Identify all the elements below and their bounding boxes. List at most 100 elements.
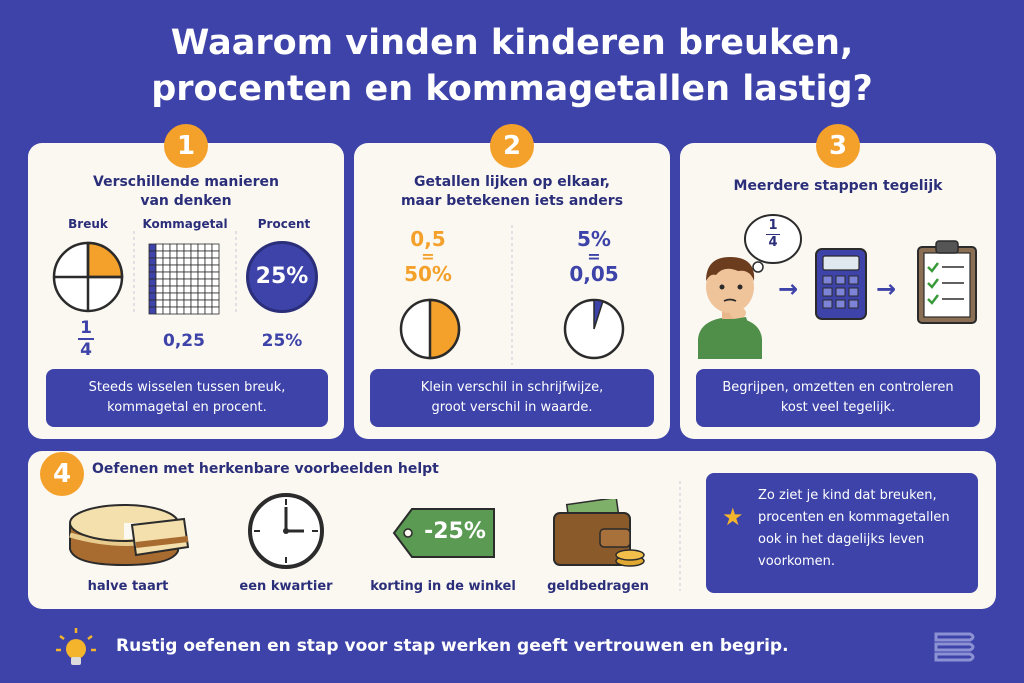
grid-cell — [162, 299, 171, 308]
grid-cell — [176, 264, 185, 273]
grid-cell — [183, 306, 192, 315]
grid-cell — [197, 292, 206, 301]
grid-cell — [155, 250, 164, 259]
grid-cell — [211, 285, 220, 294]
grid-cell — [162, 243, 171, 252]
wallet-icon — [553, 499, 645, 567]
star-icon: ★ — [722, 503, 744, 531]
card-3-caption: Begrijpen, omzetten en controleren kost … — [696, 369, 980, 427]
grid-cell — [190, 271, 199, 280]
grid-cell — [162, 264, 171, 273]
grid-cell — [148, 292, 157, 301]
grid-cell — [162, 306, 171, 315]
left-equals: = — [421, 247, 435, 266]
grid-cell — [183, 250, 192, 259]
grid-cell — [162, 250, 171, 259]
right-equals: = — [587, 247, 601, 266]
divider-dashed — [511, 225, 513, 365]
right-comparison: 5% = 0,05 — [556, 229, 632, 285]
grid-cell — [183, 278, 192, 287]
example-label-clock: een kwartier — [239, 579, 333, 594]
column-label-kommagetal: Kommagetal — [142, 217, 228, 231]
tip-line-3: ook in het dagelijks leven — [758, 532, 925, 547]
right-bottom-value: 0,05 — [569, 262, 619, 286]
card-1-caption-line-1: Steeds wisselen tussen breuk, — [88, 380, 286, 395]
grid-cell — [155, 257, 164, 266]
grid-cell — [211, 243, 220, 252]
grid-cell — [148, 278, 157, 287]
card-2-caption-line-1: Klein verschil in schrijfwijze, — [420, 380, 604, 395]
grid-cell — [197, 243, 206, 252]
card-1-caption-line-2: kommagetal en procent. — [107, 400, 267, 415]
grid-cell — [169, 278, 178, 287]
grid-cell — [183, 257, 192, 266]
grid-cell — [162, 257, 171, 266]
grid-cell — [211, 292, 220, 301]
grid-cell — [204, 278, 213, 287]
left-comparison: 0,5 = 50% — [390, 229, 466, 285]
card-2: Getallen lijken op elkaar, maar betekene… — [354, 143, 670, 439]
grid-cell — [190, 285, 199, 294]
grid-cell — [197, 306, 206, 315]
grid-cell — [176, 257, 185, 266]
grid-cell — [169, 257, 178, 266]
thinking-child-icon — [698, 257, 762, 359]
grid-cell — [183, 264, 192, 273]
grid-cell — [176, 285, 185, 294]
quarter-pie-icon — [52, 241, 124, 313]
card-4: Oefenen met herkenbare voorbeelden helpt… — [28, 451, 996, 609]
grid-cell — [190, 306, 199, 315]
grid-cell — [169, 285, 178, 294]
grid-cell — [176, 306, 185, 315]
card-1: Verschillende manieren van denken Breuk … — [28, 143, 344, 439]
grid-cell — [169, 264, 178, 273]
card-4-title: Oefenen met herkenbare voorbeelden helpt — [92, 461, 439, 477]
grid-cell — [211, 299, 220, 308]
grid-cell — [176, 299, 185, 308]
example-label-cake: halve taart — [87, 579, 169, 594]
grid-cell — [155, 243, 164, 252]
step-number-2: 2 — [490, 124, 534, 168]
calculator-icon — [815, 248, 867, 320]
grid-cell — [155, 285, 164, 294]
column-dividers — [133, 231, 237, 313]
grid-cell — [148, 264, 157, 273]
arrow-right-icon: → — [778, 275, 799, 303]
grid-cell — [197, 299, 206, 308]
card-1-caption: Steeds wisselen tussen breuk, kommagetal… — [46, 369, 328, 427]
tip-text: Zo ziet je kind dat breuken, procenten e… — [758, 485, 968, 573]
clock-icon — [248, 493, 324, 569]
grid-cell — [211, 306, 220, 315]
card-2-title: Getallen lijken op elkaar, maar betekene… — [354, 173, 670, 211]
fraction-numerator: 1 — [80, 318, 92, 338]
arrow-right-icon-2: → — [876, 275, 897, 303]
grid-cell — [162, 292, 171, 301]
tip-line-2: procenten en kommagetallen — [758, 510, 950, 525]
left-top-value: 0,5 — [410, 227, 446, 251]
grid-cell — [162, 271, 171, 280]
five-percent-pie-icon — [563, 298, 625, 360]
thought-fraction: 1 4 — [763, 219, 783, 250]
grid-cell — [183, 292, 192, 301]
price-tag-icon — [392, 508, 495, 558]
grid-cell — [204, 292, 213, 301]
thought-denominator: 4 — [768, 235, 778, 250]
card-3-caption-line-1: Begrijpen, omzetten en controleren — [722, 380, 954, 395]
grid-cell — [197, 257, 206, 266]
grid-cell — [190, 264, 199, 273]
grid-cell — [169, 306, 178, 315]
grid-cell — [148, 271, 157, 280]
step-number-3: 3 — [816, 124, 860, 168]
tip-line-1: Zo ziet je kind dat breuken, — [758, 488, 937, 503]
grid-cell — [190, 278, 199, 287]
grid-cell — [190, 257, 199, 266]
grid-cell — [204, 257, 213, 266]
card-2-caption: Klein verschil in schrijfwijze, groot ve… — [370, 369, 654, 427]
grid-cell — [204, 264, 213, 273]
card-2-title-line-1: Getallen lijken op elkaar, — [414, 174, 610, 190]
grid-cell — [183, 299, 192, 308]
grid-cell — [204, 271, 213, 280]
column-label-procent: Procent — [257, 217, 311, 231]
grid-cell — [211, 278, 220, 287]
grid-cell — [204, 306, 213, 315]
